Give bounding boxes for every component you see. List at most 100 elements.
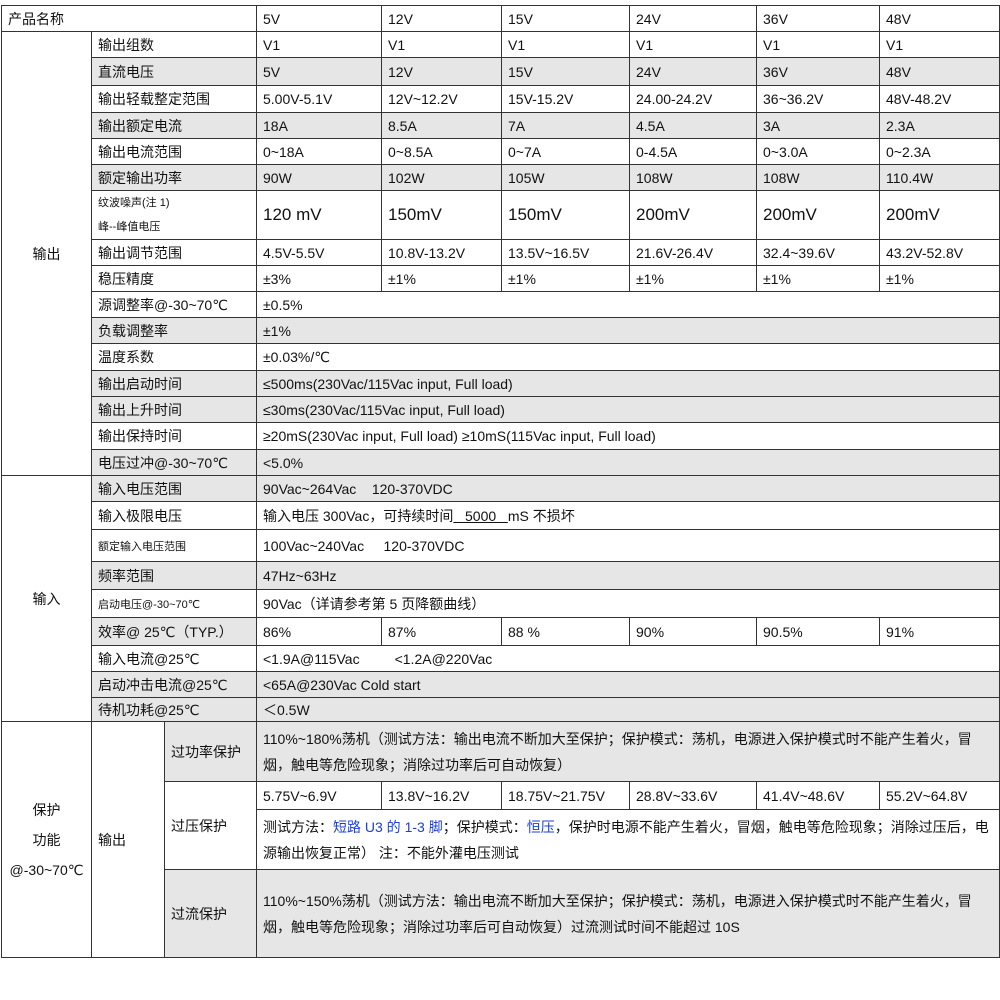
section-protection-line: 功能	[32, 831, 61, 848]
table-row: 额定输出功率 90W 102W 105W 108W 108W 110.4W	[2, 164, 1000, 191]
table-row: 输入电流@25℃ <1.9A@115Vac <1.2A@220Vac	[2, 645, 1000, 672]
row-value: ±1%	[381, 265, 502, 292]
ovp-text-segment: 短路 U3 的 1-3 脚	[333, 818, 443, 835]
row-label: 频率范围	[91, 561, 257, 590]
row-value: 150mV	[501, 190, 630, 240]
row-label: 纹波噪声(注 1) 峰--峰值电压	[91, 190, 257, 240]
row-value: 2.3A	[879, 112, 1000, 139]
limit-unit: mS 不损坏	[507, 507, 575, 524]
row-label: 输入电流@25℃	[91, 645, 257, 672]
table-row: 稳压精度 ±3% ±1% ±1% ±1% ±1% ±1%	[2, 265, 1000, 292]
ovp-text-segment: 测试方法：	[263, 818, 333, 835]
row-label: 输出调节范围	[91, 239, 257, 266]
row-label: 输出上升时间	[91, 396, 257, 423]
row-value: 43.2V-52.8V	[879, 239, 1000, 266]
ovp-text-segment: 恒压	[526, 818, 555, 835]
row-value: 36V	[756, 57, 880, 86]
row-value: ±1%	[501, 265, 630, 292]
table-row: 启动电压@-30~70℃ 90Vac（详请参考第 5 页降额曲线）	[2, 589, 1000, 618]
section-output: 输出	[1, 31, 92, 476]
ovp-value: 28.8V~33.6V	[629, 781, 757, 810]
section-input: 输入	[1, 475, 92, 722]
over-voltage-label: 过压保护	[164, 781, 257, 870]
table-row: 频率范围 47Hz~63Hz	[2, 561, 1000, 590]
row-value: 0~3.0A	[756, 138, 880, 165]
row-value: 5.00V-5.1V	[256, 85, 382, 113]
row-value: 24V	[629, 57, 757, 86]
row-value: 12V~12.2V	[381, 85, 502, 113]
ovp-value: 18.75V~21.75V	[501, 781, 630, 810]
table-row: 输出额定电流 18A 8.5A 7A 4.5A 3A 2.3A	[2, 112, 1000, 139]
row-label: 直流电压	[91, 57, 257, 86]
table-row: 输入 输入电压范围 90Vac~264Vac 120-370VDC	[1, 475, 1000, 722]
row-value: 15V	[501, 57, 630, 86]
row-value: 90Vac（详请参考第 5 页降额曲线）	[256, 589, 1000, 618]
spec-table: 产品名称 5V 12V 15V 24V 36V 48V 输出 输出组数 V1 V1 V1 V1 V1 V1 直…	[1, 5, 1000, 958]
table-row: 测试方法：短路 U3 的 1-3 脚；保护模式：恒压，保护时电源不能产生着火，冒…	[2, 809, 1000, 870]
row-value: 8.5A	[381, 112, 502, 139]
table-row: 输入极限电压 输入电压 300Vac，可持续时间 5000 mS 不损坏	[2, 501, 1000, 530]
table-row: 输出保持时间 ≥20mS(230Vac input, Full load) ≥10…	[2, 422, 1000, 450]
over-current-text: 110%~150%荡机（测试方法：输出电流不断加大至保护；保护模式：荡机，电源进…	[256, 869, 1000, 958]
row-value: 105W	[501, 164, 630, 191]
model-header: 36V	[756, 5, 880, 32]
table-row: 产品名称 5V 12V 15V 24V 36V 48V	[1, 5, 1000, 32]
row-value: 200mV	[756, 190, 880, 240]
ovp-value: 13.8V~16.2V	[381, 781, 502, 810]
row-value: ＜0.5W	[256, 697, 1000, 722]
table-row: 输出上升时间 ≤30ms(230Vac/115Vac input, Full lo…	[2, 396, 1000, 423]
row-value: V1	[879, 31, 1000, 58]
row-value: ±3%	[256, 265, 382, 292]
section-protection: 保护 功能 @-30~70℃	[1, 721, 92, 958]
row-label: 温度系数	[91, 343, 257, 371]
table-row: 启动冲击电流@25℃ <65A@230Vac Cold start	[2, 671, 1000, 698]
row-label-line: 纹波噪声(注 1)	[98, 197, 170, 209]
row-value: <5.0%	[256, 449, 1000, 476]
row-label: 额定输出功率	[91, 164, 257, 191]
row-label: 电压过冲@-30~70℃	[91, 449, 257, 476]
ovp-value: 41.4V~48.6V	[756, 781, 880, 810]
row-value: 15V-15.2V	[501, 85, 630, 113]
row-label: 输入极限电压	[91, 501, 257, 530]
table-row: 输出轻载整定范围 5.00V-5.1V 12V~12.2V 15V-15.2V 24.0…	[2, 85, 1000, 113]
row-value: V1	[501, 31, 630, 58]
row-value: V1	[629, 31, 757, 58]
table-row: 电压过冲@-30~70℃ <5.0%	[2, 449, 1000, 476]
ovp-value: 55.2V~64.8V	[879, 781, 1000, 810]
row-value: 102W	[381, 164, 502, 191]
row-value: ±1%	[629, 265, 757, 292]
table-row: 纹波噪声(注 1) 峰--峰值电压 120 mV 150mV 150mV 200mV 200…	[2, 190, 1000, 240]
row-value: 5V	[256, 57, 382, 86]
row-value: ±1%	[756, 265, 880, 292]
row-value: 110.4W	[879, 164, 1000, 191]
row-label: 源调整率@-30~70℃	[91, 291, 257, 318]
row-value: 150mV	[381, 190, 502, 240]
ovp-value: 5.75V~6.9V	[256, 781, 382, 810]
row-value: 90W	[256, 164, 382, 191]
row-value: 32.4~39.6V	[756, 239, 880, 266]
ovp-text-segment: ；保护模式：	[442, 818, 527, 835]
table-row: 输出 输出组数 V1 V1 V1 V1 V1 V1	[1, 31, 1000, 476]
row-value: 200mV	[629, 190, 757, 240]
model-header: 15V	[501, 5, 630, 32]
table-row: 额定输入电压范围 100Vac~240Vac 120-370VDC	[2, 529, 1000, 562]
row-label: 输出保持时间	[91, 422, 257, 450]
table-row: 保护 功能 @-30~70℃ 输出 过功率保护 110%~180%荡机（测试方法：输出电流…	[1, 721, 1000, 958]
model-header: 12V	[381, 5, 502, 32]
row-value: ±0.5%	[256, 291, 1000, 318]
over-power-text: 110%~180%荡机（测试方法：输出电流不断加大至保护；保护模式：荡机，电源进…	[256, 721, 1000, 782]
row-value: 87%	[381, 617, 502, 646]
table-row: 效率@ 25℃（TYP.） 86% 87% 88 % 90% 90.5% 91%	[2, 617, 1000, 646]
row-value: 4.5V-5.5V	[256, 239, 382, 266]
row-value: 0~18A	[256, 138, 382, 165]
row-value: 91%	[879, 617, 1000, 646]
table-row: 待机功耗@25℃ ＜0.5W	[2, 697, 1000, 722]
table-row: 过压保护 5.75V~6.9V 13.8V~16.2V 18.75V~21.75V 28…	[2, 781, 1000, 870]
row-value: ±1%	[256, 317, 1000, 344]
row-label: 输出组数	[91, 31, 257, 58]
row-value: 0~2.3A	[879, 138, 1000, 165]
table-row: 负载调整率 ±1%	[2, 317, 1000, 344]
table-row: 输出电流范围 0~18A 0~8.5A 0~7A 0-4.5A 0~3.0A 0~2.3A	[2, 138, 1000, 165]
row-value: 36~36.2V	[756, 85, 880, 113]
row-value: 24.00-24.2V	[629, 85, 757, 113]
